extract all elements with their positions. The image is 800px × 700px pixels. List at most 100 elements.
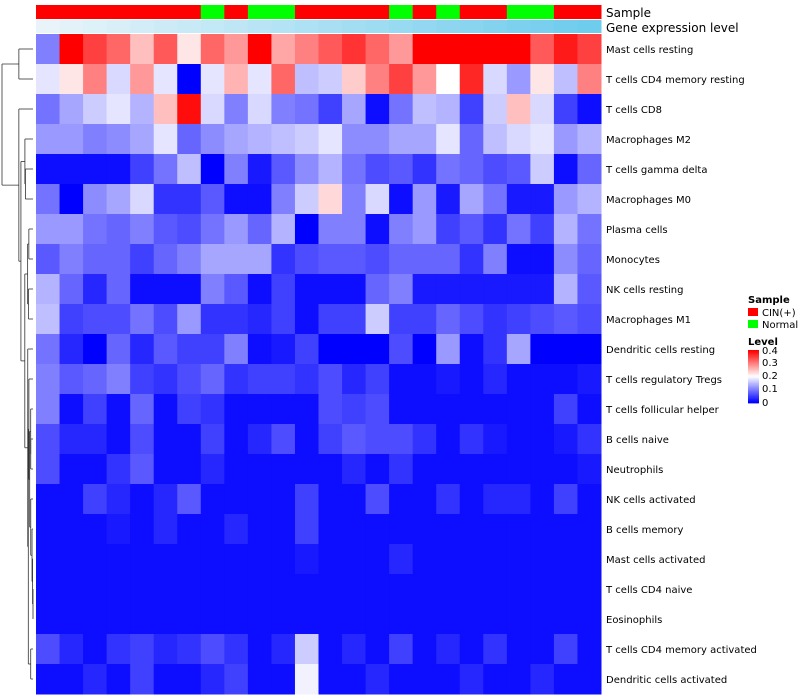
cell-r2-c23 — [577, 94, 602, 125]
cell-r8-c19 — [483, 274, 508, 305]
cell-r19-c15 — [389, 604, 414, 635]
cell-r17-c12 — [318, 544, 343, 575]
sample-cell-0 — [36, 5, 61, 19]
cell-r9-c14 — [365, 304, 390, 335]
cell-r19-c13 — [342, 604, 367, 635]
cell-r6-c14 — [365, 214, 390, 245]
cell-r11-c20 — [506, 364, 531, 395]
cell-r7-c11 — [294, 244, 319, 275]
cell-r6-c6 — [177, 214, 202, 245]
cell-r3-c16 — [412, 124, 437, 155]
legend-bar-step — [748, 397, 759, 400]
cell-r14-c3 — [106, 454, 131, 485]
cell-r5-c12 — [318, 184, 343, 215]
legend-bar-step — [748, 383, 759, 385]
sample-cell-11 — [294, 5, 319, 19]
sample-cell-23 — [577, 5, 602, 19]
cell-r17-c21 — [530, 544, 555, 575]
cell-r1-c17 — [436, 64, 461, 95]
cell-r8-c20 — [506, 274, 531, 305]
cell-r11-c9 — [247, 364, 272, 395]
sample-cell-21 — [530, 5, 555, 19]
cell-r19-c0 — [36, 604, 61, 635]
cell-r12-c6 — [177, 394, 202, 425]
legend-bar-step — [748, 371, 759, 373]
cell-r14-c12 — [318, 454, 343, 485]
cell-r12-c21 — [530, 394, 555, 425]
legend-bar-step — [748, 401, 759, 404]
expression-cell-18 — [459, 20, 484, 33]
cell-r12-c19 — [483, 394, 508, 425]
expression-cell-19 — [483, 20, 508, 33]
sample-cell-7 — [200, 5, 225, 19]
cell-r0-c12 — [318, 34, 343, 65]
cell-r10-c8 — [224, 334, 249, 365]
cell-r12-c8 — [224, 394, 249, 425]
cell-r10-c0 — [36, 334, 61, 365]
cell-r8-c18 — [459, 274, 484, 305]
cell-r18-c0 — [36, 574, 61, 605]
cell-r12-c12 — [318, 394, 343, 425]
legend-bar-step — [748, 359, 759, 361]
cell-r14-c10 — [271, 454, 296, 485]
cell-r18-c11 — [294, 574, 319, 605]
cell-r5-c13 — [342, 184, 367, 215]
cell-r19-c6 — [177, 604, 202, 635]
cell-r7-c16 — [412, 244, 437, 275]
cell-r4-c22 — [553, 154, 578, 185]
cell-r8-c6 — [177, 274, 202, 305]
cell-r13-c22 — [553, 424, 578, 455]
cell-r12-c14 — [365, 394, 390, 425]
cell-r6-c8 — [224, 214, 249, 245]
cell-r12-c3 — [106, 394, 131, 425]
cell-r8-c22 — [553, 274, 578, 305]
cell-r21-c12 — [318, 664, 343, 695]
cell-r5-c22 — [553, 184, 578, 215]
cell-r11-c16 — [412, 364, 437, 395]
cell-r4-c15 — [389, 154, 414, 185]
cell-r6-c15 — [389, 214, 414, 245]
cell-r16-c11 — [294, 514, 319, 545]
cell-r16-c20 — [506, 514, 531, 545]
cell-r20-c21 — [530, 634, 555, 665]
cell-r15-c15 — [389, 484, 414, 515]
cell-r8-c12 — [318, 274, 343, 305]
cell-r11-c10 — [271, 364, 296, 395]
cell-r7-c14 — [365, 244, 390, 275]
cell-r13-c23 — [577, 424, 602, 455]
cell-r15-c13 — [342, 484, 367, 515]
cell-r13-c20 — [506, 424, 531, 455]
cell-r12-c2 — [83, 394, 108, 425]
cell-r15-c2 — [83, 484, 108, 515]
cell-r1-c6 — [177, 64, 202, 95]
cell-r11-c7 — [200, 364, 225, 395]
legend-bar-step — [748, 379, 759, 381]
cell-r5-c11 — [294, 184, 319, 215]
cell-r14-c4 — [130, 454, 155, 485]
cell-r8-c9 — [247, 274, 272, 305]
cell-r1-c1 — [59, 64, 84, 95]
cell-r0-c7 — [200, 34, 225, 65]
cell-r20-c9 — [247, 634, 272, 665]
sample-cell-20 — [506, 5, 531, 19]
expression-cell-9 — [247, 20, 272, 33]
cell-r17-c6 — [177, 544, 202, 575]
cell-r10-c1 — [59, 334, 84, 365]
cell-r21-c6 — [177, 664, 202, 695]
legend-bar-step — [748, 400, 759, 403]
cell-r2-c21 — [530, 94, 555, 125]
cell-r16-c4 — [130, 514, 155, 545]
cell-r2-c15 — [389, 94, 414, 125]
legend-bar-step — [748, 392, 759, 395]
cell-r7-c20 — [506, 244, 531, 275]
cell-r2-c16 — [412, 94, 437, 125]
cell-r20-c22 — [553, 634, 578, 665]
cell-r12-c7 — [200, 394, 225, 425]
cell-r21-c3 — [106, 664, 131, 695]
cell-r18-c13 — [342, 574, 367, 605]
cell-r1-c23 — [577, 64, 602, 95]
cell-r5-c10 — [271, 184, 296, 215]
cell-r17-c14 — [365, 544, 390, 575]
cell-r19-c23 — [577, 604, 602, 635]
cell-r14-c11 — [294, 454, 319, 485]
